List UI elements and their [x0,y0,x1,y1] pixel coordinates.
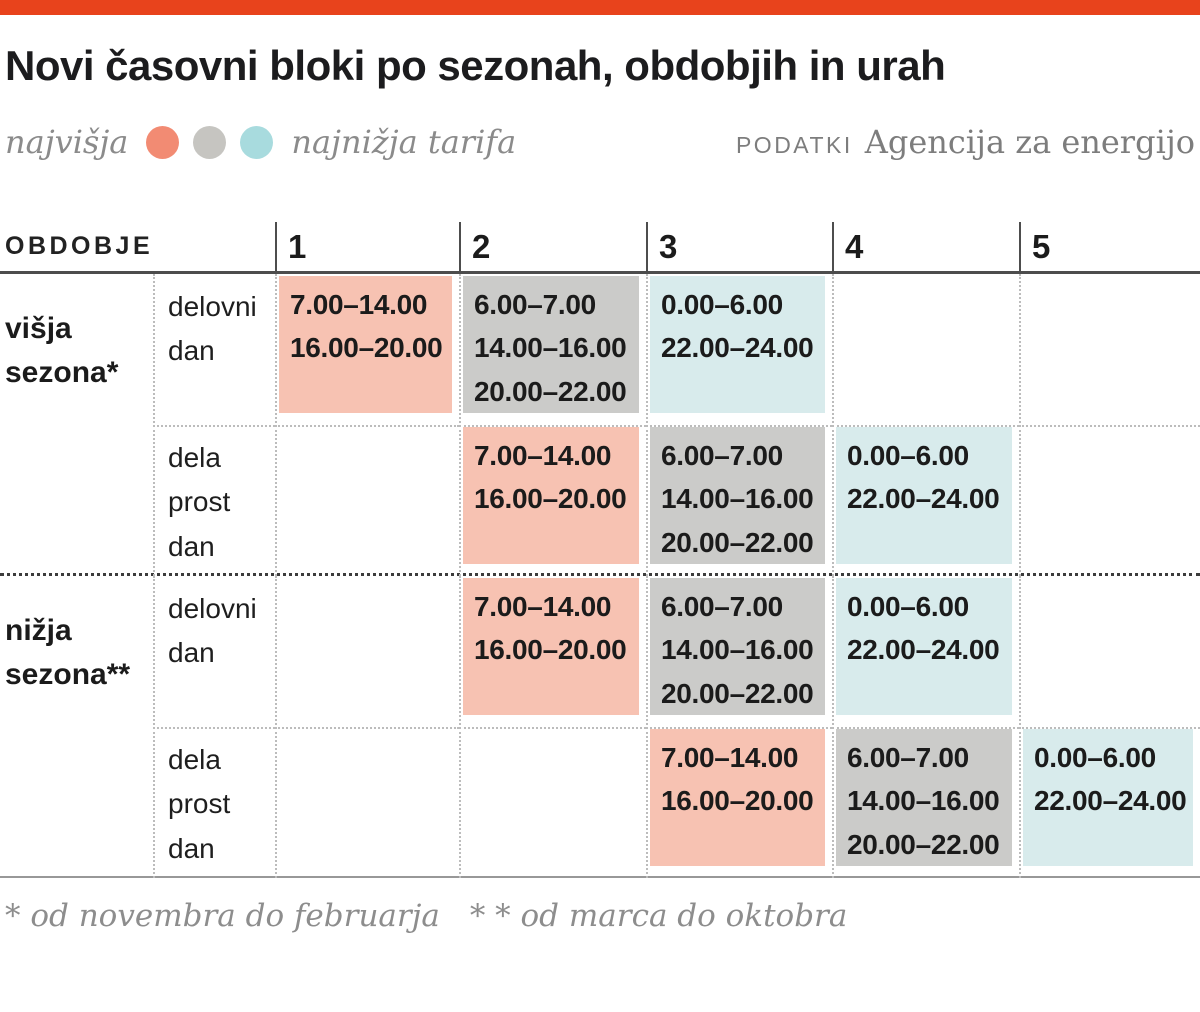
day-type-label: delovni dan [153,576,275,730]
table-body: višja sezona* delovni dan 7.00–14.00 16.00–… [0,274,1200,879]
time-range: 20.00–22.00 [661,677,814,709]
time-range: 7.00–14.00 [661,742,799,774]
time-range: 6.00–7.00 [474,289,596,321]
block-cell: 7.00–14.00 16.00–20.00 [646,727,832,879]
block-cell: 0.00–6.00 22.00–24.00 [1019,727,1200,879]
time-range: 22.00–24.00 [1034,785,1187,817]
table-row: nižja sezona** delovni dan 7.00–14.00 16.00… [0,576,1200,730]
block-header: 2 [459,222,646,272]
time-range: 14.00–16.00 [661,483,814,515]
legend-dots [146,125,274,159]
table-row: dela prost dan 7.00–14.00 16.00–20.00 6.00–… [0,727,1200,879]
time-range: 20.00–22.00 [847,828,1000,860]
season-label [0,425,153,576]
corner-header: OBDOBJE [5,232,154,261]
time-range: 16.00–20.00 [474,634,627,666]
page-title: Novi časovni bloki po sezonah, obdobjih … [5,42,946,89]
time-range: 0.00–6.00 [847,591,969,623]
block-cell [1019,576,1200,730]
data-source: PODATKI Agencija za energijo [736,123,1195,161]
time-range: 6.00–7.00 [661,440,783,472]
time-range: 22.00–24.00 [847,634,1000,666]
block-cell [275,576,459,730]
accent-bar [0,0,1200,15]
time-range: 0.00–6.00 [847,440,969,472]
time-range: 16.00–20.00 [290,332,443,364]
tariff-cell-mid: 6.00–7.00 14.00–16.00 20.00–22.00 [836,729,1012,867]
time-range: 20.00–22.00 [661,526,814,558]
time-range: 7.00–14.00 [290,289,428,321]
legend-dot-highest [146,125,180,159]
block-cell: 6.00–7.00 14.00–16.00 20.00–22.00 [832,727,1019,879]
time-range: 6.00–7.00 [847,742,969,774]
block-header: 3 [646,222,832,272]
block-cell: 0.00–6.00 22.00–24.00 [646,274,832,428]
block-cell: 7.00–14.00 16.00–20.00 [459,425,646,577]
time-range: 14.00–16.00 [474,332,627,364]
tariff-legend: najvišja najnižja tarifa [5,123,516,161]
table-row: višja sezona* delovni dan 7.00–14.00 16.00–… [0,274,1200,428]
time-range: 14.00–16.00 [847,785,1000,817]
footnote-low-season: * * od marca do oktobra [469,898,848,935]
table-row: dela prost dan 7.00–14.00 16.00–20.00 6.00–… [0,425,1200,577]
block-cell: 0.00–6.00 22.00–24.00 [832,425,1019,577]
source-value: Agencija za energijo [864,123,1195,162]
season-label [0,727,153,878]
block-cell [1019,425,1200,577]
legend: najvišja najnižja tarifa PODATKI Agencij… [5,120,1195,164]
tariff-cell-high: 7.00–14.00 16.00–20.00 [650,729,825,867]
time-range: 7.00–14.00 [474,440,612,472]
time-range: 16.00–20.00 [474,483,627,515]
tariff-cell-high: 7.00–14.00 16.00–20.00 [279,276,452,414]
tariff-cell-low: 0.00–6.00 22.00–24.00 [836,427,1012,565]
time-range: 22.00–24.00 [847,483,1000,515]
footnotes: * od novembra do februarja * * od marca … [5,898,1200,934]
source-label: PODATKI [735,132,853,159]
footnote-high-season: * od novembra do februarja [5,898,440,935]
time-range: 16.00–20.00 [661,785,814,817]
block-cell [832,274,1019,428]
block-cell: 6.00–7.00 14.00–16.00 20.00–22.00 [646,576,832,730]
block-cell [459,727,646,879]
block-cell: 6.00–7.00 14.00–16.00 20.00–22.00 [459,274,646,428]
tariff-cell-low: 0.00–6.00 22.00–24.00 [836,578,1012,716]
tariff-cell-high: 7.00–14.00 16.00–20.00 [463,578,639,716]
time-range: 0.00–6.00 [1034,742,1156,774]
block-cell: 0.00–6.00 22.00–24.00 [832,576,1019,730]
day-type-label: dela prost dan [153,727,275,879]
time-range: 22.00–24.00 [661,332,814,364]
time-range: 20.00–22.00 [474,375,627,407]
day-type-label: delovni dan [153,274,275,428]
legend-dot-lowest [240,125,274,159]
time-range: 0.00–6.00 [661,289,783,321]
season-label: nižja sezona** [5,614,131,691]
time-range: 6.00–7.00 [661,591,783,623]
time-range: 14.00–16.00 [661,634,814,666]
tariff-cell-mid: 6.00–7.00 14.00–16.00 20.00–22.00 [650,578,825,716]
time-range: 7.00–14.00 [474,591,612,623]
tariff-cell-mid: 6.00–7.00 14.00–16.00 20.00–22.00 [463,276,639,414]
block-header: 1 [275,222,459,272]
block-header: 4 [832,222,1019,272]
tariff-cell-low: 0.00–6.00 22.00–24.00 [1023,729,1193,867]
tariff-cell-high: 7.00–14.00 16.00–20.00 [463,427,639,565]
tariff-cell-mid: 6.00–7.00 14.00–16.00 20.00–22.00 [650,427,825,565]
block-cell: 7.00–14.00 16.00–20.00 [275,274,459,428]
block-cell [275,727,459,879]
tariff-cell-low: 0.00–6.00 22.00–24.00 [650,276,825,414]
legend-label-lowest: najnižja tarifa [291,123,517,162]
day-type-label: dela prost dan [153,425,275,577]
legend-label-highest: najvišja [5,123,129,162]
block-header: 5 [1019,222,1200,272]
legend-dot-middle [193,125,227,159]
block-cell [1019,274,1200,428]
block-cell [275,425,459,577]
block-cell: 6.00–7.00 14.00–16.00 20.00–22.00 [646,425,832,577]
season-label: višja sezona* [5,312,119,389]
block-cell: 7.00–14.00 16.00–20.00 [459,576,646,730]
